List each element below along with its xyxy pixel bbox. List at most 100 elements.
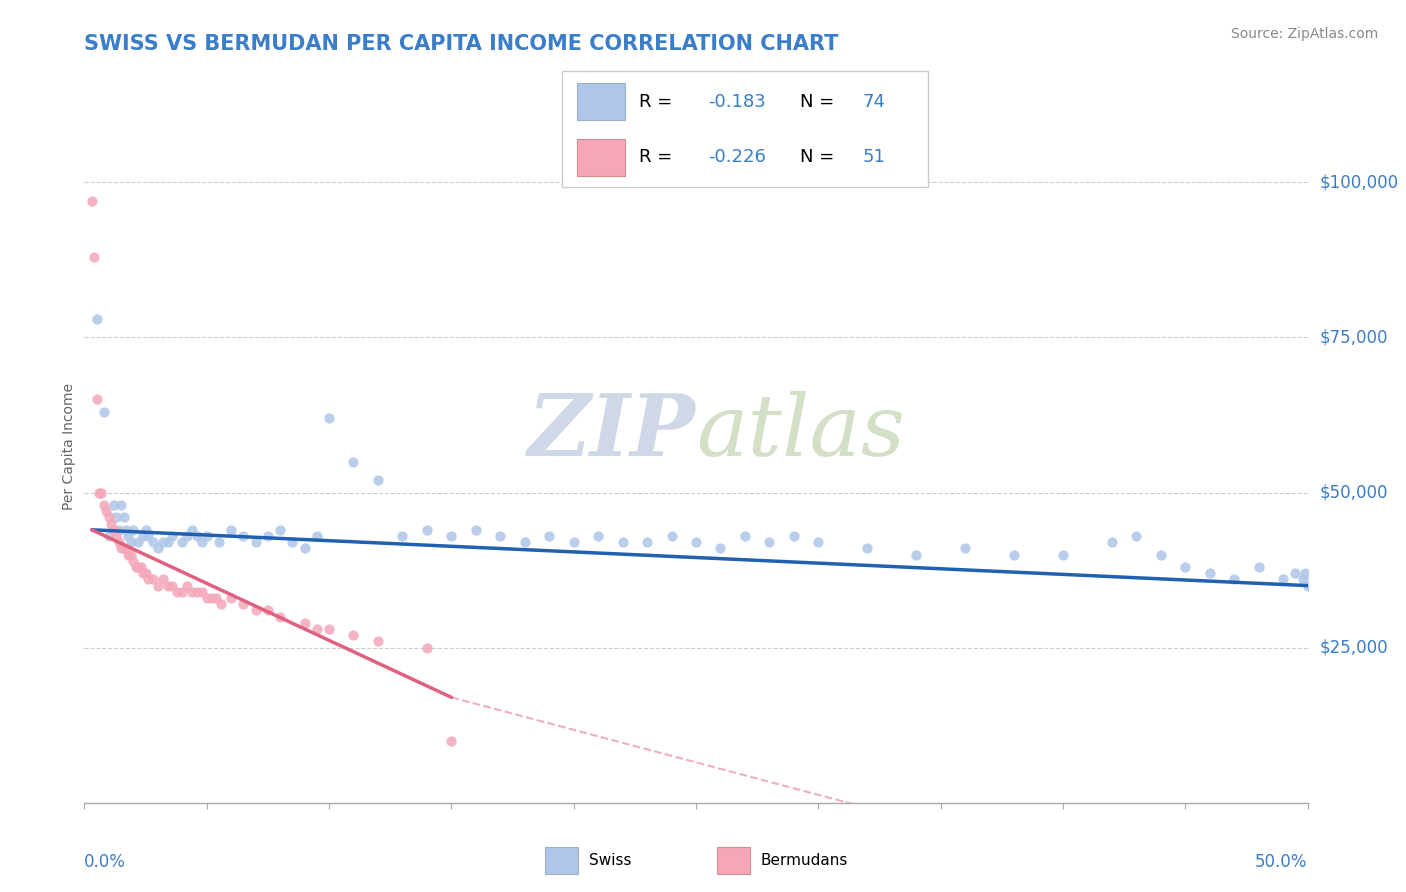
Point (103, 523, 125, 537)
Point (905, 548, 928, 562)
Point (93, 405, 115, 419)
Text: R =: R = (640, 148, 672, 166)
Point (176, 529, 198, 543)
Point (245, 535, 267, 549)
Point (305, 622, 328, 636)
Point (1247, 560, 1270, 574)
Point (127, 560, 149, 574)
Point (110, 498, 132, 512)
Point (166, 584, 188, 599)
Text: atlas: atlas (696, 391, 905, 473)
Text: -0.183: -0.183 (709, 93, 766, 111)
Point (90, 485, 112, 500)
Point (186, 584, 208, 599)
Point (219, 591, 242, 605)
Point (200, 591, 222, 605)
Point (142, 573, 165, 587)
Point (176, 579, 198, 593)
Point (115, 523, 138, 537)
Point (156, 535, 179, 549)
Point (709, 541, 731, 556)
Point (1101, 535, 1123, 549)
Point (87, 485, 110, 500)
Text: $50,000: $50,000 (1320, 483, 1388, 501)
Point (1272, 573, 1295, 587)
Point (391, 529, 413, 543)
Point (257, 529, 280, 543)
Point (209, 597, 232, 611)
Point (758, 535, 780, 549)
Point (734, 529, 756, 543)
Text: Swiss: Swiss (589, 854, 631, 868)
Point (305, 529, 328, 543)
Point (318, 622, 340, 636)
Point (342, 454, 364, 468)
Point (93, 498, 115, 512)
Point (208, 535, 231, 549)
Point (120, 535, 142, 549)
Text: ZIP: ZIP (529, 390, 696, 474)
Point (464, 523, 486, 537)
Point (269, 609, 291, 624)
Point (125, 560, 148, 574)
Point (97, 529, 120, 543)
Point (136, 573, 159, 587)
Point (152, 573, 174, 587)
Text: $75,000: $75,000 (1320, 328, 1388, 346)
Point (142, 535, 165, 549)
Point (127, 535, 149, 549)
Bar (576, 83, 624, 120)
Point (83, 250, 105, 264)
Text: $25,000: $25,000 (1320, 639, 1389, 657)
Text: 50.0%: 50.0% (1256, 853, 1308, 871)
Point (1223, 573, 1246, 587)
Point (122, 523, 145, 537)
Point (132, 566, 155, 581)
Point (132, 529, 155, 543)
Point (294, 541, 316, 556)
Point (80, 194, 103, 208)
Text: 0.0%: 0.0% (84, 853, 127, 871)
Point (103, 498, 125, 512)
Point (105, 510, 128, 524)
Text: -0.226: -0.226 (709, 148, 766, 166)
Point (115, 541, 138, 556)
Point (612, 535, 634, 549)
Point (186, 529, 208, 543)
FancyBboxPatch shape (562, 71, 928, 187)
Point (1292, 573, 1315, 587)
Point (1296, 579, 1319, 593)
Point (120, 548, 142, 562)
Point (416, 523, 439, 537)
Point (232, 529, 254, 543)
Point (122, 554, 145, 568)
Point (146, 541, 169, 556)
Point (219, 523, 242, 537)
Text: 74: 74 (862, 93, 886, 111)
Point (112, 510, 135, 524)
Point (191, 584, 214, 599)
Point (96, 504, 118, 518)
Point (245, 603, 267, 617)
Point (152, 535, 174, 549)
Point (162, 579, 184, 593)
Point (105, 529, 128, 543)
Bar (546, 847, 578, 874)
Point (100, 516, 122, 531)
Point (489, 529, 512, 543)
Point (269, 523, 291, 537)
Text: N =: N = (800, 148, 834, 166)
Point (156, 579, 179, 593)
Point (661, 529, 683, 543)
Text: N =: N = (800, 93, 834, 111)
Point (586, 529, 609, 543)
Point (1052, 548, 1074, 562)
Text: Bermudans: Bermudans (761, 854, 848, 868)
Point (205, 591, 228, 605)
Point (440, 529, 463, 543)
Y-axis label: Per Capita Income: Per Capita Income (62, 383, 76, 509)
Point (1150, 548, 1173, 562)
Point (135, 523, 157, 537)
Point (191, 535, 214, 549)
Point (294, 615, 316, 630)
